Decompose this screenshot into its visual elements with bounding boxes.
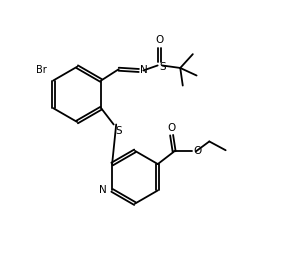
Text: O: O <box>168 123 176 133</box>
Text: O: O <box>156 35 164 45</box>
Text: O: O <box>193 147 201 156</box>
Text: N: N <box>140 66 148 75</box>
Text: S: S <box>115 126 122 136</box>
Text: N: N <box>99 185 107 195</box>
Text: Br: Br <box>36 66 47 75</box>
Text: S: S <box>159 62 166 72</box>
